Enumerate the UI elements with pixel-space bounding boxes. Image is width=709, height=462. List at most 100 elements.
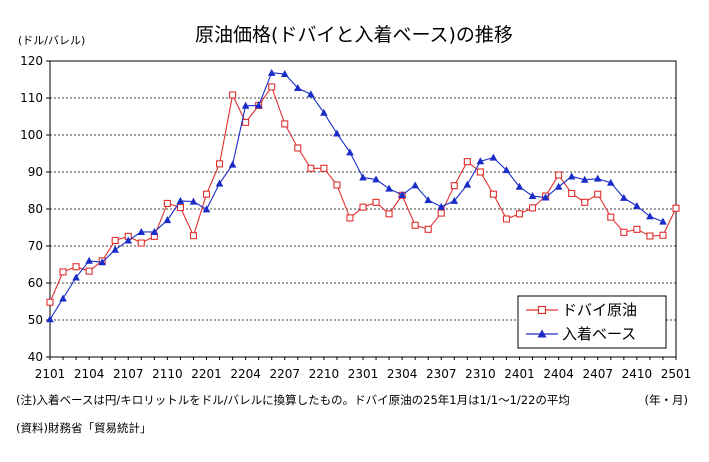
data-point	[124, 236, 133, 244]
data-point	[98, 258, 106, 266]
data-point	[46, 315, 54, 323]
y-tick-label: 80	[28, 202, 43, 216]
data-point	[46, 298, 54, 306]
x-tick-label: 2310	[465, 367, 496, 381]
data-point	[606, 178, 615, 186]
footnote: (注)入着ベースは円/キロリットルをドル/バレルに換算したもの。ドバイ原油の25…	[16, 393, 570, 407]
data-point	[163, 199, 171, 207]
x-tick-label: 2304	[387, 367, 418, 381]
data-point	[554, 182, 563, 190]
data-point	[215, 179, 224, 187]
data-point	[293, 84, 302, 92]
y-tick-label: 60	[28, 276, 43, 290]
data-point	[333, 181, 341, 189]
data-point	[215, 160, 224, 168]
data-point	[333, 129, 341, 137]
data-point	[307, 164, 315, 172]
data-point	[437, 202, 446, 210]
data-point	[59, 294, 67, 302]
data-point	[385, 210, 393, 218]
data-point	[607, 213, 615, 221]
x-tick-label: 2410	[622, 367, 653, 381]
data-point	[411, 181, 419, 189]
x-tick-label: 2110	[152, 367, 183, 381]
data-point	[137, 239, 145, 247]
data-point	[228, 160, 237, 168]
x-tick-label: 2104	[74, 367, 105, 381]
x-tick-label: 2407	[582, 367, 613, 381]
data-point	[320, 108, 328, 116]
data-point	[659, 217, 667, 225]
data-point	[450, 182, 458, 190]
data-point	[581, 198, 589, 206]
x-tick-label: 2204	[230, 367, 261, 381]
data-point	[229, 91, 237, 99]
data-point	[620, 193, 628, 201]
data-point	[254, 101, 263, 109]
x-tick-label: 2210	[309, 367, 340, 381]
data-point	[489, 190, 497, 198]
data-point	[424, 196, 433, 204]
data-point	[372, 175, 380, 183]
data-point	[672, 204, 680, 212]
data-point	[241, 101, 250, 109]
x-tick-label: 2201	[191, 367, 222, 381]
data-point	[411, 221, 419, 229]
data-point	[72, 263, 80, 271]
data-point	[267, 68, 276, 76]
data-point	[567, 172, 576, 180]
data-point	[346, 214, 354, 222]
x-tick-label: 2404	[543, 367, 574, 381]
data-point	[594, 190, 602, 198]
data-point	[111, 245, 120, 253]
data-point	[85, 256, 93, 264]
data-point	[176, 203, 184, 212]
series-arrival	[46, 68, 667, 323]
data-point	[555, 171, 563, 179]
grid-lines	[50, 97, 676, 321]
data-point	[528, 204, 537, 212]
data-point	[307, 90, 315, 98]
data-point	[359, 203, 367, 211]
data-point	[515, 210, 524, 218]
data-point	[111, 236, 119, 244]
data-point	[85, 267, 93, 275]
y-axis-unit-label: (ドル/バレル)	[18, 34, 85, 47]
data-point	[580, 175, 589, 183]
y-tick-label: 100	[20, 128, 43, 142]
data-point	[620, 228, 628, 236]
y-tick-label: 90	[28, 165, 43, 179]
x-tick-label: 2107	[113, 367, 144, 381]
data-point	[268, 83, 276, 91]
data-point	[502, 166, 511, 174]
y-axis: 40 50 60 70 80 90 100 110 120	[20, 54, 50, 364]
x-tick-label: 2301	[348, 367, 379, 381]
data-point	[593, 174, 602, 182]
data-point	[515, 182, 524, 190]
data-point	[280, 69, 289, 77]
x-tick-label: 2401	[504, 367, 535, 381]
data-point	[659, 231, 667, 239]
data-point	[463, 158, 471, 166]
data-point	[202, 190, 211, 198]
data-point	[541, 193, 550, 201]
data-point	[476, 157, 485, 165]
data-point	[385, 184, 393, 192]
data-point	[476, 168, 484, 176]
data-point	[242, 118, 250, 126]
legend-marker-arrival	[537, 329, 547, 338]
legend-label-arrival: 入着ベース	[562, 325, 636, 343]
data-point	[320, 164, 328, 172]
x-axis: 2101 2104 2107 2110 2201 2204 2207 2210 2301 2304…	[35, 357, 691, 381]
data-point	[646, 212, 654, 220]
data-point	[189, 232, 198, 240]
data-point	[372, 198, 380, 206]
data-point	[150, 227, 159, 235]
data-point	[202, 205, 211, 213]
data-point	[502, 215, 511, 223]
chart-title: 原油価格(ドバイと入着ベース)の推移	[195, 24, 513, 46]
data-point	[281, 120, 289, 128]
x-axis-unit-label: (年・月)	[645, 393, 688, 407]
data-point	[568, 189, 576, 198]
